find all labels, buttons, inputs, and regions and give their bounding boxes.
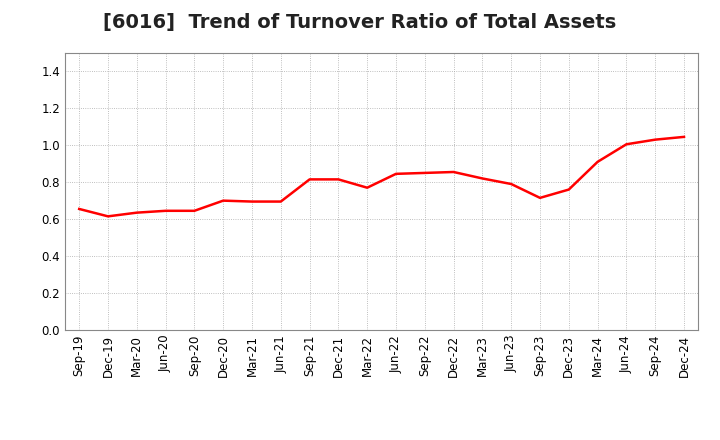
Text: [6016]  Trend of Turnover Ratio of Total Assets: [6016] Trend of Turnover Ratio of Total … [104,13,616,32]
